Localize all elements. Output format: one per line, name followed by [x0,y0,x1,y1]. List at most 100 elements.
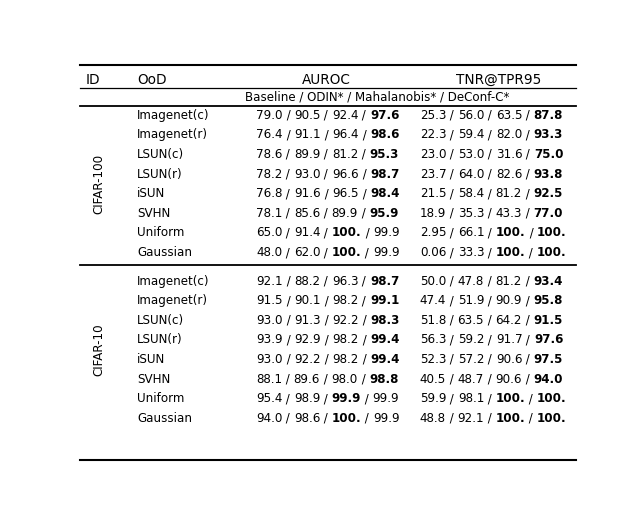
Text: 95.4: 95.4 [256,392,282,405]
Text: 64.0: 64.0 [458,167,484,180]
Text: 92.1: 92.1 [457,412,484,425]
Text: 95.3: 95.3 [370,148,399,161]
Text: CIFAR-100: CIFAR-100 [92,154,106,214]
Text: 100.: 100. [332,246,362,259]
Text: 99.1: 99.1 [370,294,399,307]
Text: /: / [484,373,495,386]
Text: Imagenet(r): Imagenet(r) [137,294,208,307]
Text: /: / [282,246,294,259]
Text: /: / [522,109,534,122]
Text: /: / [358,167,370,180]
Text: 62.0: 62.0 [294,246,320,259]
Text: 31.6: 31.6 [495,148,522,161]
Text: SVHN: SVHN [137,207,170,220]
Text: /: / [522,275,533,288]
Text: 96.5: 96.5 [332,187,358,200]
Text: 92.4: 92.4 [332,109,358,122]
Text: /: / [484,246,496,259]
Text: /: / [446,227,458,240]
Text: 2.95: 2.95 [420,227,446,240]
Text: /: / [361,392,372,405]
Text: /: / [358,353,370,366]
Text: 85.6: 85.6 [294,207,320,220]
Text: 100.: 100. [495,412,525,425]
Text: 92.2: 92.2 [294,353,321,366]
Text: /: / [321,167,332,180]
Text: 93.0: 93.0 [294,167,321,180]
Text: SVHN: SVHN [137,373,170,386]
Text: /: / [525,412,536,425]
Text: LSUN(r): LSUN(r) [137,167,182,180]
Text: /: / [446,314,458,327]
Text: 98.4: 98.4 [370,187,399,200]
Text: /: / [446,148,458,161]
Text: 82.0: 82.0 [496,128,522,141]
Text: iSUN: iSUN [137,353,165,366]
Text: 100.: 100. [537,392,566,405]
Text: 92.1: 92.1 [256,275,283,288]
Text: 78.2: 78.2 [256,167,282,180]
Text: /: / [522,148,534,161]
Text: 99.4: 99.4 [370,353,399,366]
Text: /: / [446,275,458,288]
Text: /: / [446,246,458,259]
Text: /: / [362,246,373,259]
Text: ID: ID [86,73,100,87]
Text: /: / [358,373,369,386]
Text: AUROC: AUROC [302,73,351,87]
Text: /: / [362,412,373,425]
Text: 51.8: 51.8 [420,314,446,327]
Text: /: / [522,128,534,141]
Text: 93.3: 93.3 [534,128,563,141]
Text: 100.: 100. [332,412,362,425]
Text: 78.6: 78.6 [256,148,282,161]
Text: /: / [321,353,332,366]
Text: /: / [282,392,294,405]
Text: 23.0: 23.0 [420,148,446,161]
Text: 95.9: 95.9 [369,207,399,220]
Text: 98.3: 98.3 [371,314,400,327]
Text: /: / [522,333,534,346]
Text: 96.3: 96.3 [332,275,358,288]
Text: 92.5: 92.5 [533,187,563,200]
Text: 81.2: 81.2 [495,275,522,288]
Text: 76.4: 76.4 [256,128,283,141]
Text: 59.4: 59.4 [458,128,484,141]
Text: /: / [446,392,458,405]
Text: 91.4: 91.4 [294,227,321,240]
Text: /: / [321,314,332,327]
Text: /: / [321,148,332,161]
Text: 21.5: 21.5 [420,187,446,200]
Text: 48.0: 48.0 [256,246,282,259]
Text: /: / [283,353,294,366]
Text: 88.1: 88.1 [256,373,282,386]
Text: /: / [522,167,534,180]
Text: /: / [358,294,370,307]
Text: 77.0: 77.0 [534,207,563,220]
Text: /: / [446,353,458,366]
Text: 90.1: 90.1 [294,294,321,307]
Text: 99.9: 99.9 [373,227,400,240]
Text: /: / [362,227,373,240]
Text: /: / [446,128,458,141]
Text: 91.1: 91.1 [294,128,321,141]
Text: /: / [282,373,294,386]
Text: /: / [446,294,458,307]
Text: 57.2: 57.2 [458,353,484,366]
Text: 96.6: 96.6 [332,167,358,180]
Text: /: / [282,412,294,425]
Text: 100.: 100. [332,227,362,240]
Text: 35.3: 35.3 [458,207,484,220]
Text: 56.3: 56.3 [420,333,446,346]
Text: 100.: 100. [496,246,525,259]
Text: /: / [446,167,458,180]
Text: /: / [484,167,496,180]
Text: 98.2: 98.2 [332,333,358,346]
Text: /: / [484,392,495,405]
Text: /: / [358,109,370,122]
Text: LSUN(c): LSUN(c) [137,314,184,327]
Text: 76.8: 76.8 [256,187,282,200]
Text: /: / [484,148,495,161]
Text: 0.06: 0.06 [420,246,446,259]
Text: 22.3: 22.3 [420,128,446,141]
